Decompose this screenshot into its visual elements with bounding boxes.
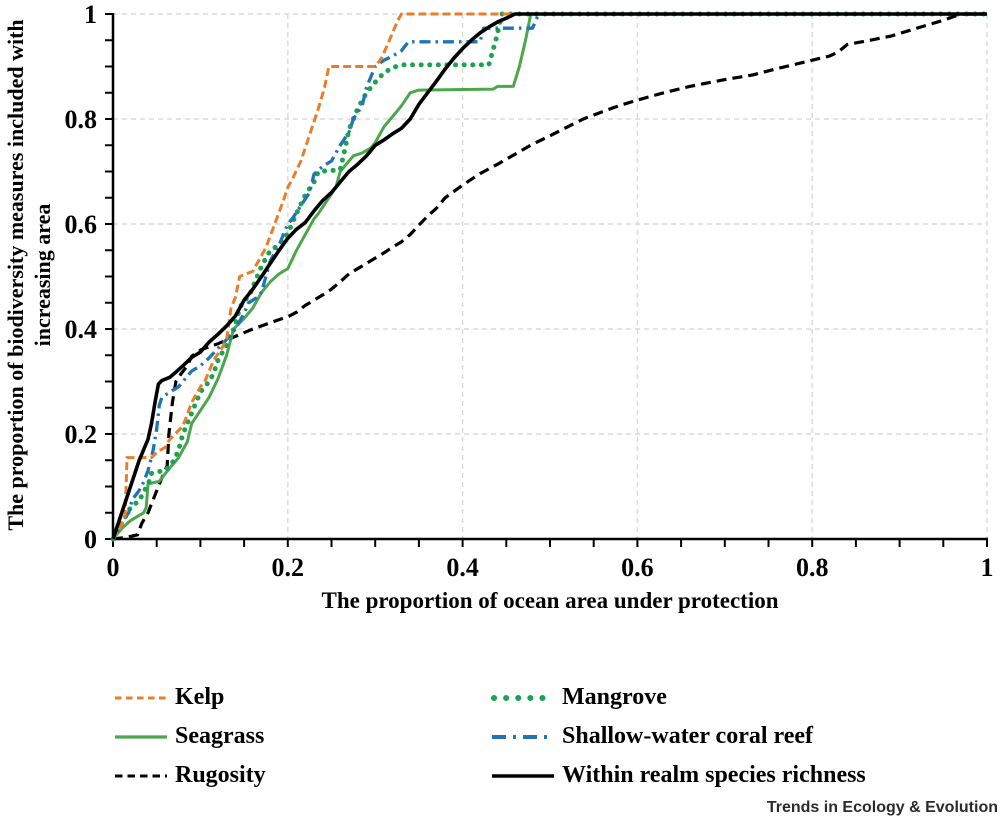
y-axis-title-line1: The proportion of biodiversity measures … xyxy=(3,19,28,531)
series-line-mangrove xyxy=(110,11,990,542)
series-line-within-realm-species-richness xyxy=(111,12,987,540)
y-axis-title-line2: increasing area xyxy=(30,203,55,347)
y-axis-title: The proportion of biodiversity measures … xyxy=(2,0,58,555)
legend-item-seagrass: Seagrass xyxy=(113,717,266,756)
coral-reef-line-swatch-icon xyxy=(492,734,554,739)
x-tick-label-0.4: 0.4 xyxy=(446,553,479,582)
x-tick-label-0.6: 0.6 xyxy=(621,553,654,582)
series-line-rugosity xyxy=(112,12,987,541)
mangrove-line-swatch-icon xyxy=(491,694,556,701)
legend-label-coral-reef: Shallow-water coral reef xyxy=(562,723,814,749)
y-tick-label-0.2: 0.2 xyxy=(65,420,98,449)
y-tick-label-0: 0 xyxy=(84,525,97,554)
legend-item-kelp: Kelp xyxy=(113,678,266,717)
legend-column-right: Mangrove Shallow-water coral reef Within… xyxy=(490,678,866,795)
journal-credit: Trends in Ecology & Evolution xyxy=(766,799,998,816)
y-tick-label-0.8: 0.8 xyxy=(65,105,98,134)
x-tick-label-0: 0 xyxy=(107,553,120,582)
legend-item-coral-reef: Shallow-water coral reef xyxy=(490,717,866,756)
legend-label-kelp: Kelp xyxy=(175,684,225,710)
series-line-kelp xyxy=(111,12,987,540)
kelp-line-swatch-icon xyxy=(115,696,167,699)
seagrass-line-swatch-icon xyxy=(115,734,167,739)
legend-label-within-realm: Within realm species richness xyxy=(562,762,866,788)
x-tick-label-0.8: 0.8 xyxy=(796,553,829,582)
y-tick-label-0.4: 0.4 xyxy=(65,315,98,344)
series-line-shallow-water-coral-reef xyxy=(111,12,987,540)
x-tick-label-1: 1 xyxy=(981,553,994,582)
x-axis-title: The proportion of ocean area under prote… xyxy=(321,588,779,613)
legend-column-left: Kelp Seagrass Rugosity xyxy=(113,678,266,795)
y-tick-label-1: 1 xyxy=(84,0,97,29)
x-tick-label-0.2: 0.2 xyxy=(272,553,305,582)
line-chart: 0 0.2 0.4 0.6 0.8 1 0 0.2 0.4 0.6 0.8 1 xyxy=(65,0,994,582)
series-line-seagrass xyxy=(111,12,987,540)
legend-item-rugosity: Rugosity xyxy=(113,756,266,795)
legend-label-mangrove: Mangrove xyxy=(562,684,667,710)
legend-label-rugosity: Rugosity xyxy=(175,762,266,788)
rugosity-line-swatch-icon xyxy=(115,774,167,777)
legend-item-within-realm: Within realm species richness xyxy=(490,756,866,795)
within-realm-line-swatch-icon xyxy=(492,773,554,778)
y-tick-label-0.6: 0.6 xyxy=(65,210,98,239)
legend-item-mangrove: Mangrove xyxy=(490,678,866,717)
legend-label-seagrass: Seagrass xyxy=(175,723,265,749)
